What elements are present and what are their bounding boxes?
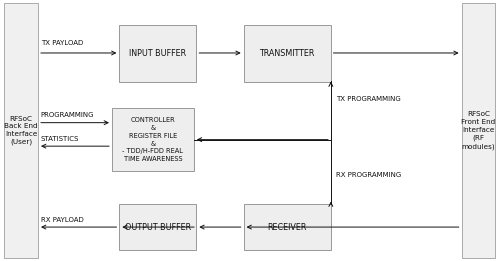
FancyBboxPatch shape <box>244 204 330 250</box>
Text: RFSoC
Front End
Interface
(RF
modules): RFSoC Front End Interface (RF modules) <box>462 111 496 150</box>
Text: STATISTICS: STATISTICS <box>40 136 79 142</box>
Text: TX PROGRAMMING: TX PROGRAMMING <box>336 96 400 102</box>
Text: OUTPUT BUFFER: OUTPUT BUFFER <box>125 223 191 232</box>
Text: RFSoC
Back End
Interface
(User): RFSoC Back End Interface (User) <box>4 116 38 145</box>
FancyBboxPatch shape <box>4 3 38 258</box>
FancyBboxPatch shape <box>120 204 196 250</box>
Text: TRANSMITTER: TRANSMITTER <box>260 49 315 58</box>
FancyBboxPatch shape <box>120 26 196 81</box>
Text: TX PAYLOAD: TX PAYLOAD <box>40 40 83 46</box>
FancyBboxPatch shape <box>462 3 496 258</box>
Text: RX PROGRAMMING: RX PROGRAMMING <box>336 172 401 178</box>
Text: CONTROLLER
&
REGISTER FILE
&
- TDD/H-FDD REAL
TIME AWARENESS: CONTROLLER & REGISTER FILE & - TDD/H-FDD… <box>122 117 184 162</box>
FancyBboxPatch shape <box>112 108 194 171</box>
Text: RECEIVER: RECEIVER <box>268 223 307 232</box>
FancyBboxPatch shape <box>244 26 330 81</box>
Text: RX PAYLOAD: RX PAYLOAD <box>40 217 84 223</box>
Text: PROGRAMMING: PROGRAMMING <box>40 112 94 118</box>
Text: INPUT BUFFER: INPUT BUFFER <box>130 49 186 58</box>
